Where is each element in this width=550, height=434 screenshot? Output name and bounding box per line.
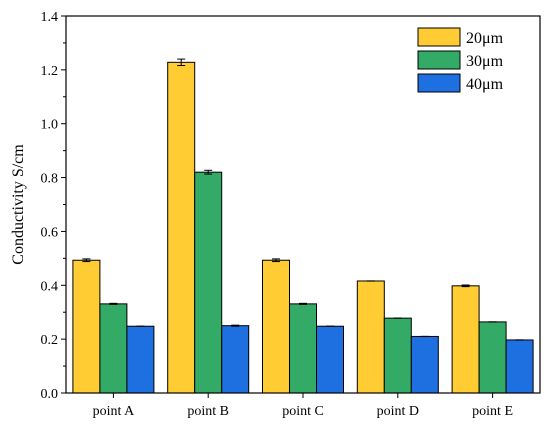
bar-30m-point-e [478, 321, 507, 394]
y-tick-label: 0.2 [41, 333, 59, 348]
legend-swatch [417, 50, 461, 70]
y-tick-label: 0.0 [41, 387, 59, 402]
bar-40m-point-d [410, 335, 439, 394]
x-tick-label: point D [377, 404, 419, 419]
y-tick-label: 0.4 [41, 279, 59, 294]
legend-swatch [417, 27, 461, 47]
bar-30m-point-c [289, 303, 317, 394]
x-tick-label: point C [282, 404, 324, 419]
y-tick-label: 1.4 [41, 10, 59, 25]
y-tick-label: 1.0 [41, 118, 59, 133]
y-tick-label: 1.2 [41, 64, 59, 79]
legend-label: 40μm [466, 76, 504, 93]
bar-20m-point-d [356, 280, 385, 394]
legend-label: 30μm [466, 53, 504, 70]
y-axis-title: Conductivity S/cm [10, 144, 27, 265]
bar-30m-point-a [99, 303, 128, 394]
bar-40m-point-e [505, 339, 534, 394]
bar-20m-point-c [262, 259, 290, 394]
bar-20m-point-e [451, 285, 480, 394]
legend-swatch [417, 73, 461, 93]
bar-40m-point-a [126, 325, 155, 394]
y-tick-label: 0.6 [41, 225, 59, 240]
bar-30m-point-b [194, 171, 223, 394]
bar-30m-point-d [383, 317, 412, 394]
bar-20m-point-b [167, 61, 196, 394]
legend: 20μm 30μm 40μm [417, 27, 504, 93]
x-tick-label: point E [472, 404, 513, 419]
y-tick-label: 0.8 [41, 172, 59, 187]
x-tick-label: point A [93, 404, 136, 419]
bar-20m-point-a [72, 259, 101, 394]
bar-40m-point-b [221, 325, 250, 394]
x-tick-label: point B [187, 404, 229, 419]
legend-label: 20μm [466, 30, 504, 47]
bar-40m-point-c [316, 325, 344, 394]
